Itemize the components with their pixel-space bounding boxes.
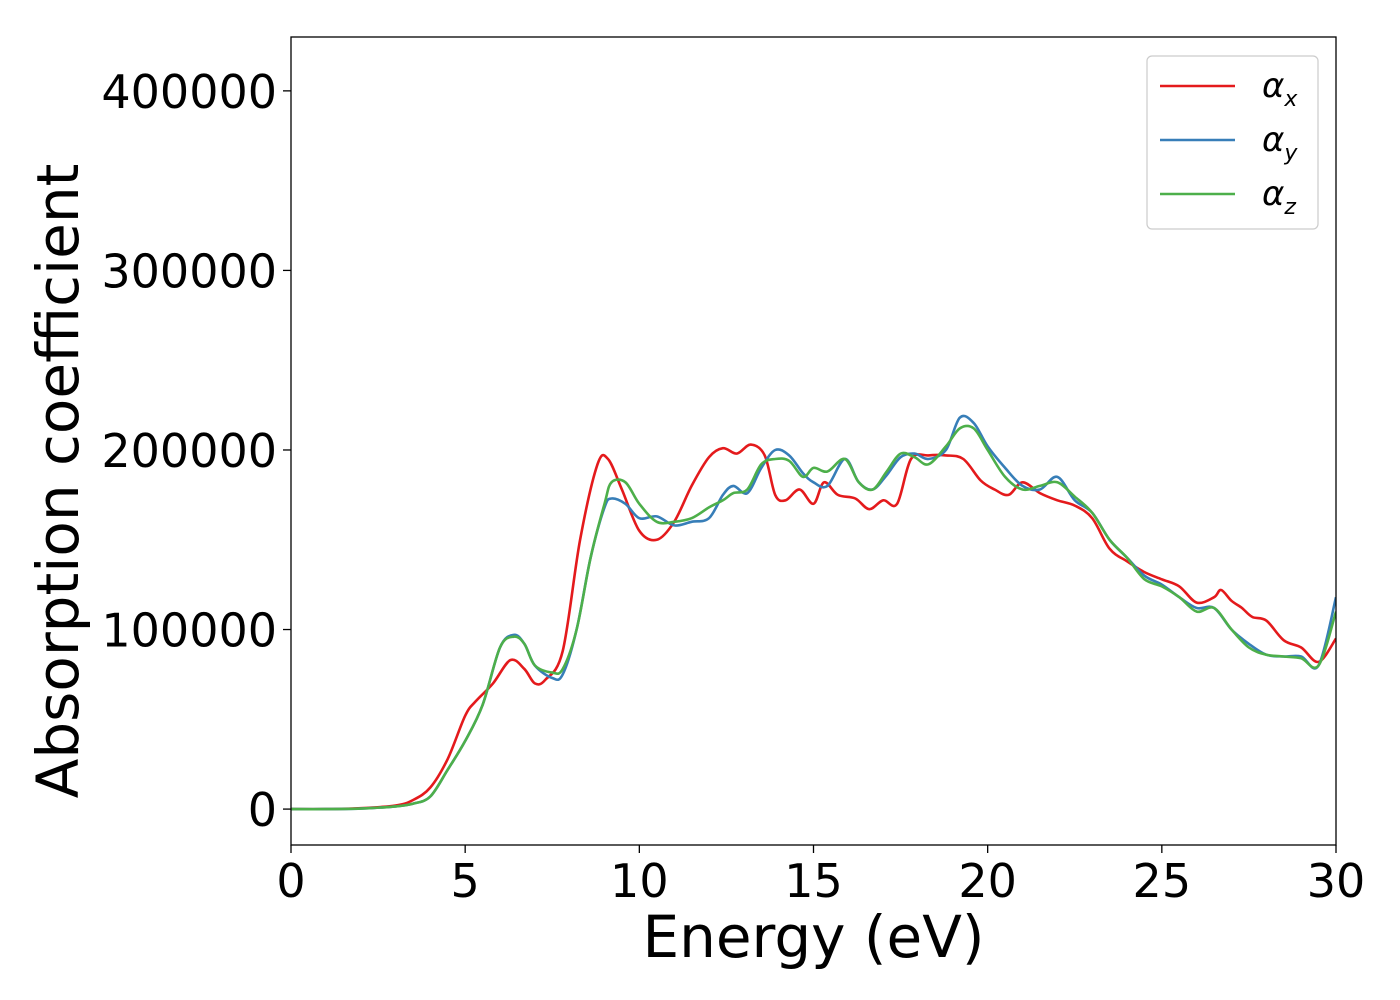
- legend-label-y: αy: [1262, 120, 1298, 166]
- series-layer: [291, 414, 1336, 811]
- y-tick-label: 200000: [101, 424, 277, 478]
- legend-box: [1146, 55, 1319, 230]
- y-tick-label: 100000: [101, 604, 277, 658]
- y-tick-label: 400000: [101, 65, 277, 119]
- y-ticks: 0 100000 200000 300000 400000: [101, 65, 291, 837]
- x-tick-label: 15: [784, 854, 843, 908]
- y-axis-label: Absorption coefficient: [24, 164, 92, 799]
- legend: αx αy αz: [1146, 55, 1319, 230]
- x-tick-label: 10: [610, 854, 669, 908]
- x-tick-label: 25: [1133, 854, 1192, 908]
- y-tick-label: 300000: [101, 244, 277, 298]
- x-tick-label: 30: [1307, 854, 1366, 908]
- legend-label-z: αz: [1262, 174, 1296, 220]
- legend-label-x: αx: [1262, 66, 1298, 112]
- series-line-y: [291, 414, 1336, 811]
- x-axis-label: Energy (eV): [642, 903, 984, 971]
- x-tick-label: 5: [451, 854, 480, 908]
- x-tick-label: 0: [276, 854, 305, 908]
- x-tick-label: 20: [958, 854, 1017, 908]
- y-tick-label: 0: [248, 783, 277, 837]
- series-line-x: [291, 443, 1336, 811]
- series-line-z: [291, 424, 1336, 811]
- x-ticks: 0 5 10 15 20 25 30: [276, 845, 1365, 908]
